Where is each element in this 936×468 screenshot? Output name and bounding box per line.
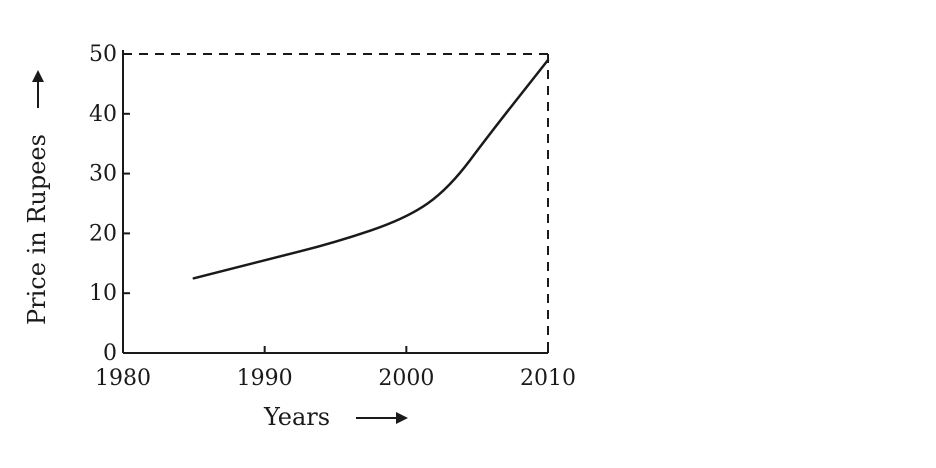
y-axis-label: Price in Rupees <box>23 134 51 325</box>
x-axis-label: Years <box>263 403 330 431</box>
plot-area: 1980 1990 2000 2010 0 10 20 30 40 50 <box>89 42 576 391</box>
y-tick-label: 30 <box>89 162 117 187</box>
y-axis-ticks: 0 10 20 30 40 50 <box>89 42 130 366</box>
y-tick-label: 10 <box>89 281 117 306</box>
y-tick-label: 40 <box>89 102 117 127</box>
x-tick-label: 2000 <box>378 366 434 391</box>
x-axis-arrow-icon <box>356 412 408 424</box>
y-axis-label-group: Price in Rupees <box>23 70 51 325</box>
price-series-line <box>192 58 550 280</box>
y-tick-label: 50 <box>89 42 117 67</box>
x-tick-label: 1990 <box>237 366 293 391</box>
x-tick-label: 1980 <box>95 366 151 391</box>
x-tick-label: 2010 <box>520 366 576 391</box>
x-axis-ticks: 1980 1990 2000 2010 <box>95 346 576 391</box>
y-tick-label: 20 <box>89 221 117 246</box>
y-tick-label: 0 <box>103 341 117 366</box>
x-axis-label-group: Years <box>263 403 408 431</box>
y-axis-arrow-icon <box>32 70 44 108</box>
